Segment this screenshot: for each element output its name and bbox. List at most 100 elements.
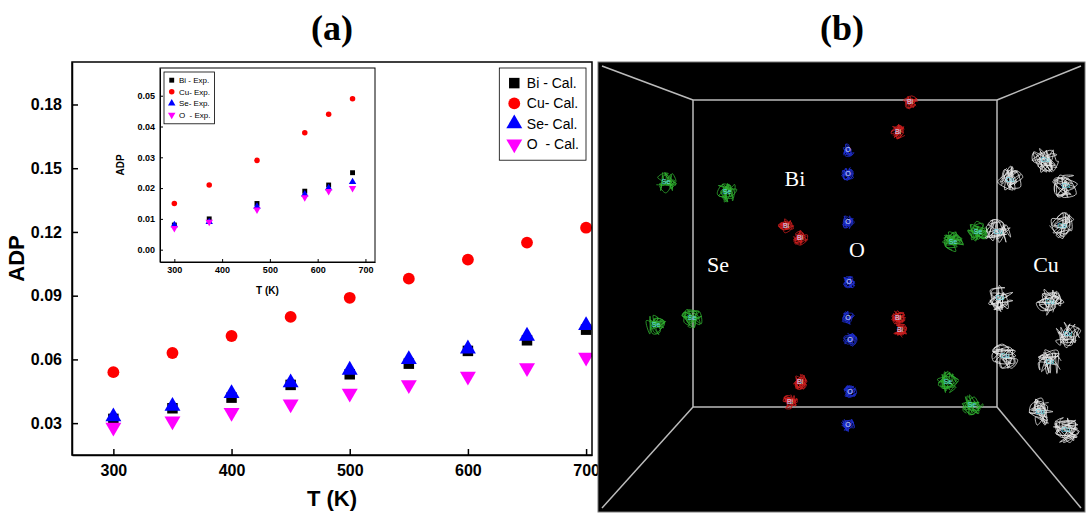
atom-label: Se xyxy=(723,188,732,195)
y-axis: 0.030.060.090.120.150.18 xyxy=(31,63,78,456)
tick: 700 xyxy=(358,259,373,275)
point xyxy=(349,186,356,192)
tick-label: 400 xyxy=(219,462,246,479)
legend-label: Bi - Cal. xyxy=(527,75,577,91)
atom-label: O xyxy=(845,421,851,428)
tick: 0.03 xyxy=(137,153,163,163)
atom-label: Cu xyxy=(1046,298,1055,305)
tick-label: 0.03 xyxy=(137,153,155,163)
element-label: Se xyxy=(707,252,729,277)
point xyxy=(171,226,178,232)
cell-edge xyxy=(997,407,1081,508)
element-label: Bi xyxy=(785,166,806,191)
atom-trajectory xyxy=(903,96,917,109)
legend-marker xyxy=(169,78,174,83)
tick-label: 500 xyxy=(337,462,364,479)
legend: Bi - Exp.Cu- Exp.Se- Exp.O - Exp. xyxy=(164,72,214,124)
atom-label: Cu xyxy=(1046,358,1055,365)
legend: Bi - Cal.Cu- Cal.Se- Cal.O - Cal. xyxy=(499,68,586,160)
point xyxy=(285,311,297,323)
atom-trajectory xyxy=(985,219,1010,242)
tick-mark xyxy=(72,104,78,106)
legend-label: O - Exp. xyxy=(179,111,211,120)
tick-label: 300 xyxy=(101,462,128,479)
point xyxy=(519,327,535,341)
legend-label: Bi - Exp. xyxy=(179,76,209,85)
atom-trajectory xyxy=(783,395,797,409)
cell-edge xyxy=(602,407,693,508)
point xyxy=(254,158,260,164)
tick: 400 xyxy=(215,259,230,275)
atom-trajectory xyxy=(1053,418,1079,443)
atom-trajectory xyxy=(778,219,793,233)
point xyxy=(578,353,592,367)
atom-label: Cu xyxy=(1001,352,1010,359)
atom-label: Bi xyxy=(897,326,904,333)
point xyxy=(578,316,592,330)
atom-label: Se xyxy=(944,378,953,385)
point xyxy=(205,220,212,226)
point xyxy=(301,195,308,201)
atom-trajectory xyxy=(844,333,857,346)
atom-label: O xyxy=(845,146,851,153)
atom-trajectory xyxy=(842,311,854,324)
atom-label: Bi xyxy=(907,98,914,105)
element-label: Cu xyxy=(1033,252,1059,277)
atom-trajectory xyxy=(962,395,983,415)
x-axis-title: T (K) xyxy=(307,486,357,511)
atom-label: Se xyxy=(974,228,983,235)
atom-label: Bi xyxy=(797,234,804,241)
panel-background xyxy=(598,62,1085,512)
atom-label: O xyxy=(845,314,851,321)
point xyxy=(172,201,178,207)
x-axis-title: T (K) xyxy=(256,285,279,296)
point xyxy=(350,170,355,175)
point xyxy=(224,384,240,398)
legend-label: Cu- Exp. xyxy=(179,88,210,97)
point xyxy=(226,330,238,342)
point xyxy=(403,273,415,285)
tick: 0.02 xyxy=(137,183,163,193)
point xyxy=(325,189,332,195)
atom-trajectory xyxy=(989,285,1013,311)
point xyxy=(224,408,240,422)
tick: 500 xyxy=(263,259,278,275)
tick: 0.00 xyxy=(137,245,163,255)
atom-trajectory xyxy=(843,144,854,157)
atom-trajectory xyxy=(842,419,855,432)
tick-label: 600 xyxy=(455,462,482,479)
tick: 0.09 xyxy=(31,287,78,304)
atom-label: O xyxy=(845,218,851,225)
tick: 0.03 xyxy=(31,415,78,432)
tick-label: 500 xyxy=(263,265,278,275)
tick-label: 0.03 xyxy=(31,415,62,432)
atom-trajectory xyxy=(843,276,855,288)
legend-label: O - Cal. xyxy=(527,136,579,152)
atom-trajectory xyxy=(1032,149,1058,173)
atom-trajectory xyxy=(656,172,676,193)
panel-letter: (a) xyxy=(311,8,353,48)
trajectory-panel: BiBiBiBiBiBiBiBiOOOOOOOOSeSeSeSeSeSeSeSe… xyxy=(598,62,1085,512)
plot-frame xyxy=(72,62,592,455)
plot-background xyxy=(72,62,592,455)
tick: 0.04 xyxy=(137,122,163,132)
tick-label: 0.02 xyxy=(137,183,155,193)
point xyxy=(283,374,299,388)
tick-label: 0.15 xyxy=(31,160,62,177)
legend-box xyxy=(164,72,214,124)
point xyxy=(401,350,417,364)
tick: 600 xyxy=(455,449,482,479)
atom-label: Cu xyxy=(1041,156,1050,163)
tick-label: 0.04 xyxy=(137,122,155,132)
tick-label: 0.06 xyxy=(31,351,62,368)
atom-label: Cu xyxy=(1058,222,1067,229)
atom-label: Cu xyxy=(1036,408,1045,415)
atom-label: Cu xyxy=(996,294,1005,301)
point xyxy=(350,96,356,102)
tick: 0.06 xyxy=(31,351,78,368)
tick-mark xyxy=(113,449,115,455)
tick-mark xyxy=(586,449,588,455)
point xyxy=(302,130,308,136)
atom-trajectory xyxy=(793,230,807,245)
point xyxy=(521,237,533,249)
